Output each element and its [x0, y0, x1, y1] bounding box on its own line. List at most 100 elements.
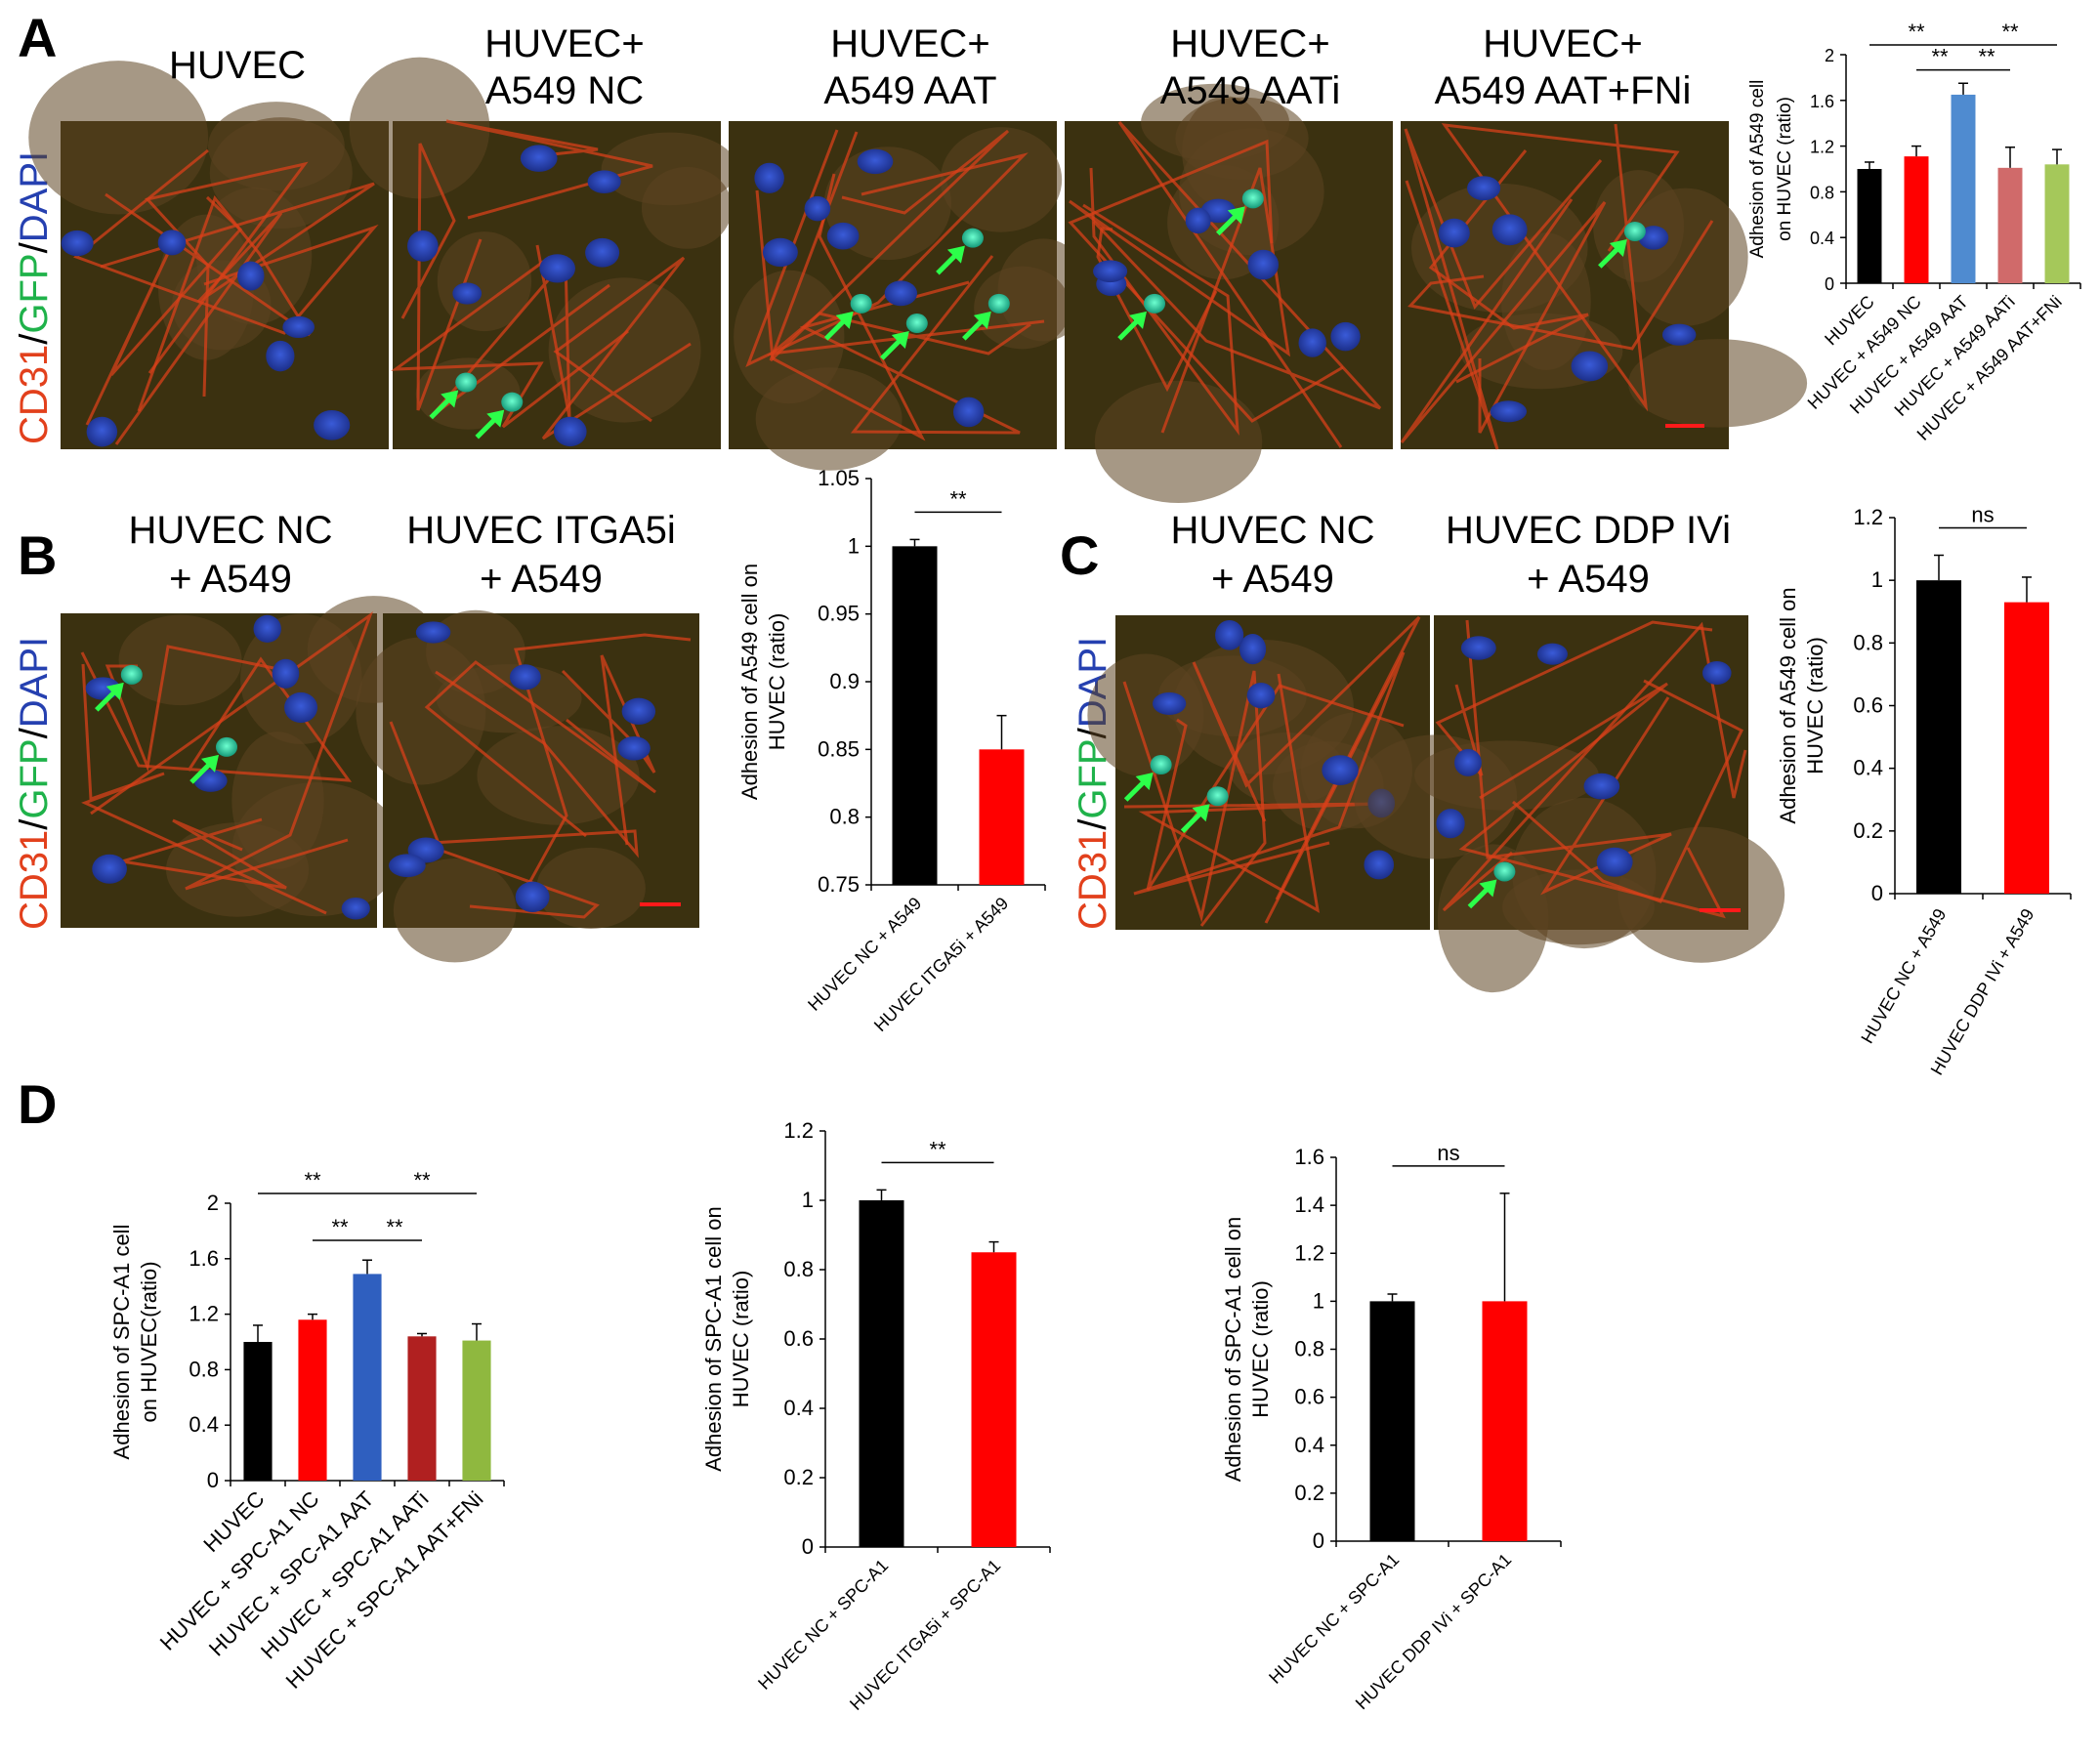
nucleus	[1239, 634, 1267, 665]
cell-body	[477, 726, 640, 825]
arrow-head	[1135, 773, 1154, 790]
nucleus	[553, 416, 587, 447]
gfp-cell	[501, 392, 524, 412]
y-tick-label: 1.6	[189, 1246, 219, 1271]
condition-label: A549 AAT+FNi	[1435, 69, 1692, 112]
y-tick-label: 0.4	[1294, 1433, 1324, 1457]
chart-b: 0.75 0.8 0.85 0.9 0.95 1 1.05 Adhesion of A549 …	[737, 466, 1046, 1035]
y-axis-label-line: on HUVEC (ratio)	[1775, 97, 1795, 241]
bar	[892, 546, 938, 885]
cd31-membrane	[1082, 167, 1239, 437]
nucleus	[1247, 249, 1280, 280]
nucleus	[407, 230, 439, 262]
arrow-head	[1129, 311, 1147, 329]
nucleus	[826, 222, 860, 250]
bar	[1916, 580, 1961, 894]
bar	[298, 1319, 327, 1481]
nucleus	[617, 735, 651, 761]
y-tick-label: 0.2	[1853, 818, 1883, 843]
panel-label-d: D	[18, 1073, 57, 1135]
y-tick-label: 1	[1871, 567, 1883, 592]
scale-bar	[1700, 908, 1741, 912]
y-axis-label-line: Adhesion of SPC-A1 cell	[109, 1225, 134, 1460]
y-axis-label-line: on HUVEC(ratio)	[137, 1261, 161, 1422]
bar	[971, 1252, 1017, 1547]
panel-label-c: C	[1060, 524, 1099, 586]
stain-dapi: DAPI	[13, 637, 56, 728]
cd31-membrane	[1458, 682, 1726, 919]
nucleus	[272, 658, 300, 689]
y-tick-label: 0.85	[818, 736, 860, 761]
cell-body	[437, 231, 532, 332]
condition-label: HUVEC+	[1170, 22, 1329, 65]
cd31-membrane	[105, 192, 312, 412]
y-tick-label: 1.2	[1853, 505, 1883, 529]
bar	[2004, 602, 2049, 894]
panel-label-a: A	[18, 7, 57, 68]
y-axis-label: Adhesion of SPC-A1 cell on HUVEC (ratio)	[701, 1206, 753, 1472]
cell-body	[436, 664, 582, 733]
micrograph-a-1	[28, 61, 389, 449]
cd31-membrane	[541, 256, 692, 440]
y-axis-label-line: Adhesion of SPC-A1 cell on	[1221, 1217, 1245, 1483]
cd31-membrane	[1441, 123, 1680, 412]
cell-body	[393, 858, 517, 963]
arrow-head	[1479, 879, 1497, 898]
cd31-membrane	[1133, 651, 1406, 924]
nucleus	[509, 664, 541, 690]
bar	[462, 1340, 491, 1481]
chart-c: 0 0.2 0.4 0.6 0.8 1 1.2 Adhesion of A549 cell o…	[1776, 503, 2072, 1078]
arrow-head	[891, 331, 909, 350]
condition-label: HUVEC DDP IVi	[1446, 509, 1731, 552]
nucleus	[1438, 218, 1470, 248]
nucleus	[157, 230, 187, 256]
gfp-cell	[1206, 786, 1229, 807]
nucleus	[284, 691, 318, 724]
y-tick-label: 0.6	[783, 1326, 814, 1351]
nucleus	[1536, 643, 1568, 665]
y-tick-label: 1.2	[1810, 138, 1834, 157]
y-tick-label: 1.6	[1294, 1145, 1324, 1169]
y-tick-label: 0.9	[829, 669, 860, 693]
stain-label-a: CD31/GFP/DAPI	[13, 151, 56, 444]
nucleus	[621, 697, 656, 726]
cell-body	[1622, 188, 1748, 326]
nucleus	[1571, 351, 1609, 382]
cell-body	[974, 266, 1071, 350]
cd31-membrane	[514, 633, 692, 903]
cell-body	[349, 57, 490, 199]
arrow-head	[835, 311, 854, 329]
cd31-membrane	[1400, 198, 1607, 443]
nucleus	[341, 897, 370, 920]
significance-label: **	[1908, 20, 1925, 44]
y-axis-label: Adhesion of A549 cell on HUVEC (ratio)	[1776, 587, 1827, 823]
bar	[1904, 156, 1929, 283]
y-tick-label: 0	[802, 1534, 814, 1559]
condition-label: + A549	[1211, 558, 1334, 601]
cd31-membrane	[769, 129, 1010, 362]
x-tick-label: HUVEC DDP IVi + A549	[1927, 905, 2038, 1078]
nucleus	[253, 614, 281, 643]
nucleus	[1298, 328, 1326, 357]
stain-slash: /	[13, 241, 56, 253]
cell-body	[231, 732, 324, 870]
y-tick-label: 0.8	[189, 1357, 219, 1381]
cell-body	[1094, 380, 1263, 504]
nucleus	[1093, 260, 1128, 283]
nucleus	[1467, 176, 1501, 201]
y-axis-label-line: HUVEC (ratio)	[765, 613, 789, 751]
y-axis-label-line: Adhesion of SPC-A1 cell on	[701, 1206, 726, 1472]
nucleus	[282, 315, 315, 339]
y-tick-label: 0.4	[783, 1396, 814, 1420]
y-tick-label: 0	[1825, 274, 1834, 294]
nucleus	[193, 769, 228, 792]
y-tick-label: 0.8	[829, 805, 860, 829]
y-tick-label: 0.6	[1853, 693, 1883, 718]
bar	[353, 1274, 382, 1481]
cell-body	[415, 357, 521, 430]
y-axis-label: Adhesion of SPC-A1 cell on HUVEC(ratio)	[109, 1225, 161, 1460]
nucleus	[857, 148, 894, 175]
condition-label: + A549	[1527, 558, 1650, 601]
y-axis-label-line: HUVEC (ratio)	[1248, 1280, 1273, 1418]
nucleus	[1702, 661, 1732, 686]
